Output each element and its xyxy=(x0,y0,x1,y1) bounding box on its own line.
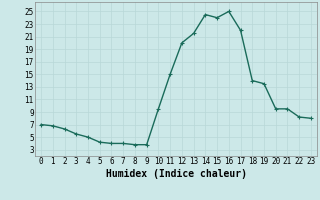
X-axis label: Humidex (Indice chaleur): Humidex (Indice chaleur) xyxy=(106,169,246,179)
